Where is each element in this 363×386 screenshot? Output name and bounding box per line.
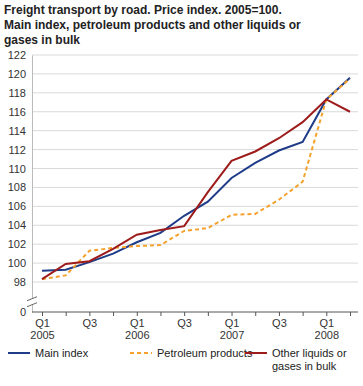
grid	[32, 55, 358, 282]
y-tick: 118	[8, 87, 32, 99]
y-tick: 110	[8, 163, 32, 175]
y-tick-label: 0	[20, 306, 26, 318]
x-tick	[303, 312, 304, 316]
x-tick	[350, 312, 351, 316]
y-tick-label: 120	[8, 68, 26, 80]
y-tick-label: 116	[8, 106, 26, 118]
y-tick-label: 118	[8, 87, 26, 99]
x-tick: Q12005	[30, 312, 54, 341]
y-tick: 98	[14, 276, 32, 288]
title: gases in bulk	[4, 33, 80, 47]
axis-break	[27, 297, 37, 307]
y-tick: 0	[20, 306, 32, 318]
series-line	[42, 79, 350, 280]
title: Freight transport by road. Price index. …	[4, 3, 282, 17]
x-tick-mark	[42, 312, 43, 316]
y-tick: 102	[8, 238, 32, 250]
x-tick	[113, 312, 114, 316]
x-tick-mark	[303, 312, 304, 316]
grid-line	[32, 244, 358, 245]
x-tick-mark	[160, 312, 161, 316]
legend-label: Main index	[35, 347, 89, 359]
x-tick: Q3	[177, 312, 192, 329]
axis-break-mark	[27, 303, 37, 307]
y-tick: 108	[8, 181, 32, 193]
legend: Main index Petroleum products Other liquid…	[8, 347, 347, 372]
y-axis-line	[32, 56, 33, 313]
y-tick: 100	[8, 257, 32, 269]
y-tick: 116	[8, 106, 32, 118]
grid-line	[32, 168, 358, 169]
y-tick-label: 110	[8, 163, 26, 175]
y-tick-label: 104	[8, 219, 26, 231]
x-tick	[160, 312, 161, 316]
legend-label: Petroleum products	[157, 347, 253, 359]
x-tick	[66, 312, 67, 316]
x-tick	[255, 312, 256, 316]
title-group: Freight transport by road. Price index. …	[4, 3, 301, 47]
grid-line	[32, 111, 358, 112]
x-tick-mark	[89, 312, 90, 316]
x-tick-mark	[184, 312, 185, 316]
y-tick: 104	[8, 219, 32, 231]
x-tick: Q12007	[220, 312, 244, 341]
x-tick-mark	[113, 312, 114, 316]
grid-line	[32, 55, 358, 56]
y-tick: 122	[8, 49, 32, 61]
chart: Freight transport by road. Price index. …	[0, 0, 363, 386]
y-tick: 114	[8, 125, 32, 137]
grid-line	[32, 92, 358, 93]
x-tick-label: Q12006	[125, 317, 149, 342]
y-tick-label: 108	[8, 181, 26, 193]
legend-label: Other liquids orgases in bulk	[272, 347, 347, 372]
y-tick-label: 98	[14, 276, 26, 288]
x-tick: Q3	[83, 312, 98, 329]
y-tick-label: 100	[8, 257, 26, 269]
axis-break-mark	[27, 297, 37, 301]
y-tick: 112	[8, 144, 32, 156]
legend-swatch	[130, 352, 152, 354]
x-tick	[208, 312, 209, 316]
x-axis: Q12005 Q3 Q12006 Q3 Q12007 Q3 Q12008	[30, 312, 358, 341]
x-tick: Q12008	[315, 312, 339, 341]
x-tick-mark	[232, 312, 233, 316]
y-tick: 120	[8, 68, 32, 80]
x-tick: Q12006	[125, 312, 149, 341]
y-tick-label: 106	[8, 200, 26, 212]
x-tick-label: Q3	[272, 317, 287, 329]
grid-line	[32, 206, 358, 207]
legend-swatch	[245, 352, 267, 354]
grid-line	[32, 73, 358, 74]
x-tick-label: Q12007	[220, 317, 244, 342]
grid-line	[32, 187, 358, 188]
x-tick-mark	[350, 312, 351, 316]
x-tick-mark	[255, 312, 256, 316]
y-tick-label: 114	[8, 125, 26, 137]
x-tick-label: Q12008	[315, 317, 339, 342]
x-tick-mark	[66, 312, 67, 316]
x-axis-line	[32, 312, 358, 313]
x-tick-mark	[137, 312, 138, 316]
x-tick-mark	[279, 312, 280, 316]
legend-swatch	[8, 352, 30, 354]
grid-line	[32, 149, 358, 150]
y-axis: 0 98 100 102 104 106 108 110 112 114 116 118 120 122	[8, 49, 33, 318]
grid-line	[32, 225, 358, 226]
y-tick-label: 122	[8, 49, 26, 61]
grid-line	[32, 282, 358, 283]
x-tick-mark	[208, 312, 209, 316]
x-tick-label: Q12005	[30, 317, 54, 342]
lines	[42, 78, 350, 279]
x-tick-label: Q3	[177, 317, 192, 329]
y-tick-label: 102	[8, 238, 26, 250]
x-tick: Q3	[272, 312, 287, 329]
y-tick-label: 112	[8, 144, 26, 156]
x-tick-label: Q3	[83, 317, 98, 329]
x-tick-mark	[326, 312, 327, 316]
title: Main index, petroleum products and other…	[4, 18, 301, 32]
y-tick: 106	[8, 200, 32, 212]
series-line	[42, 99, 350, 279]
